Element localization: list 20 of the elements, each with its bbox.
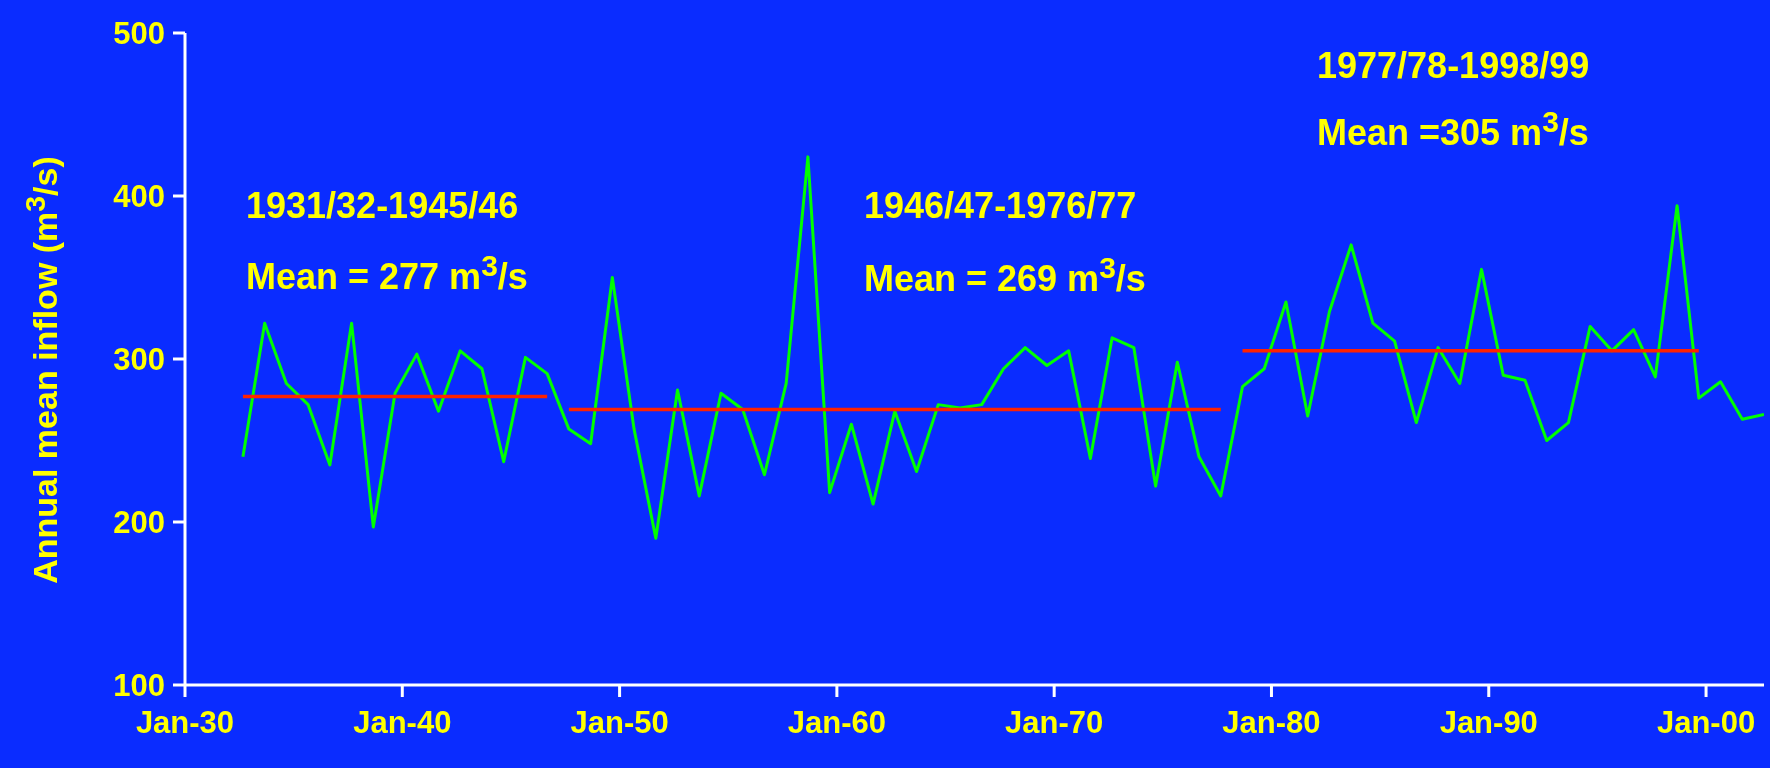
x-tick-label: Jan-60	[787, 705, 886, 741]
annotation: 1946/47-1976/77	[864, 184, 1137, 228]
annotation: Mean = 269 m$^{3}$/s	[864, 250, 1146, 301]
annotation: Mean =305 m$^{3}$/s	[1317, 104, 1589, 155]
annotation: 1977/78-1998/99	[1317, 44, 1590, 88]
x-tick-label: Jan-90	[1439, 705, 1538, 741]
y-tick-label: 100	[113, 668, 165, 704]
y-tick-label: 500	[113, 16, 165, 52]
y-tick-label: 400	[113, 179, 165, 215]
y-tick-label: 200	[113, 505, 165, 541]
annotation: Mean = 277 m$^{3}$/s	[246, 248, 528, 299]
annotation: 1931/32-1945/46	[246, 184, 519, 228]
x-tick-label: Jan-00	[1656, 705, 1756, 741]
x-tick-label: Jan-80	[1222, 705, 1321, 741]
x-tick-label: Jan-50	[570, 705, 669, 741]
x-tick-label: Jan-30	[135, 705, 235, 741]
line-series	[241, 155, 1764, 540]
x-tick-label: Jan-70	[1005, 705, 1104, 741]
y-tick-label: 300	[113, 342, 165, 378]
x-tick-label: Jan-40	[353, 705, 452, 741]
